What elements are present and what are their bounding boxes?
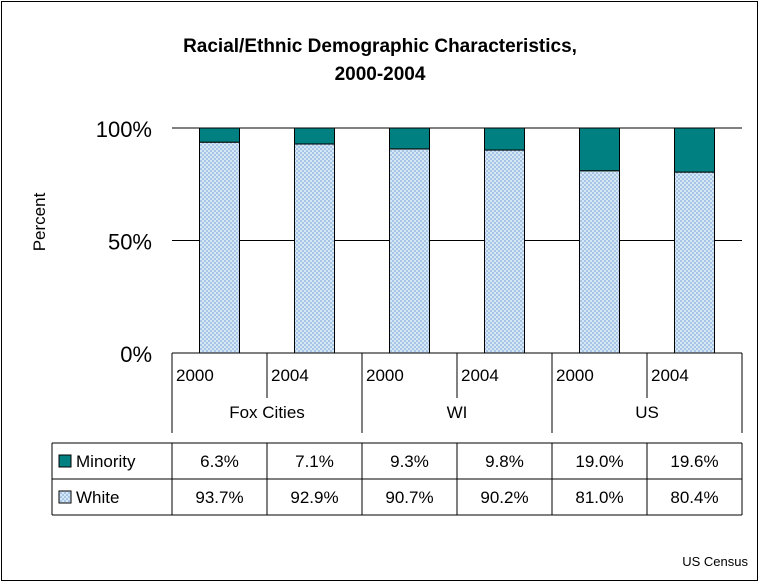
group-label: WI xyxy=(447,403,468,422)
data-label: 80.4% xyxy=(670,488,718,507)
bar-white xyxy=(389,148,430,354)
x-tick-label: 2000 xyxy=(366,366,404,385)
group-label: US xyxy=(635,403,659,422)
x-tick-label: 2004 xyxy=(461,366,499,385)
data-label: 93.7% xyxy=(195,488,243,507)
y-tick-label: 0% xyxy=(120,342,152,367)
data-label: 81.0% xyxy=(575,488,623,507)
data-label: 9.3% xyxy=(390,452,429,471)
legend-label-white: White xyxy=(76,488,119,507)
data-label: 90.2% xyxy=(480,488,528,507)
source-label: US Census xyxy=(682,554,748,569)
bar-minority xyxy=(579,127,620,172)
data-label: 7.1% xyxy=(295,452,334,471)
x-tick-label: 2000 xyxy=(556,366,594,385)
y-tick-label: 100% xyxy=(96,117,152,142)
data-label: 90.7% xyxy=(385,488,433,507)
data-label: 92.9% xyxy=(290,488,338,507)
legend-swatch-white xyxy=(58,490,72,504)
bar-minority xyxy=(294,127,335,145)
bar-white xyxy=(199,141,240,354)
bar-minority xyxy=(484,127,525,151)
data-label: 6.3% xyxy=(200,452,239,471)
x-tick-label: 2004 xyxy=(651,366,689,385)
bar-minority xyxy=(389,127,430,150)
data-label: 19.0% xyxy=(575,452,623,471)
bar-white xyxy=(579,170,620,354)
bar-minority xyxy=(199,127,240,143)
y-axis-label: Percent xyxy=(30,192,49,251)
legend-swatch-minority xyxy=(58,454,72,468)
chart-title-line-2: 2000-2004 xyxy=(335,64,426,85)
bar-white xyxy=(484,149,525,354)
chart-title-line-1: Racial/Ethnic Demographic Characteristic… xyxy=(183,36,577,57)
group-label: Fox Cities xyxy=(229,403,305,422)
x-tick-label: 2000 xyxy=(176,366,214,385)
bar-minority xyxy=(674,127,715,173)
bar-white xyxy=(294,143,335,354)
x-tick-label: 2004 xyxy=(271,366,309,385)
bar-white xyxy=(674,171,715,354)
data-label: 9.8% xyxy=(485,452,524,471)
y-tick-label: 50% xyxy=(108,230,152,255)
legend-label-minority: Minority xyxy=(76,452,136,471)
data-label: 19.6% xyxy=(670,452,718,471)
